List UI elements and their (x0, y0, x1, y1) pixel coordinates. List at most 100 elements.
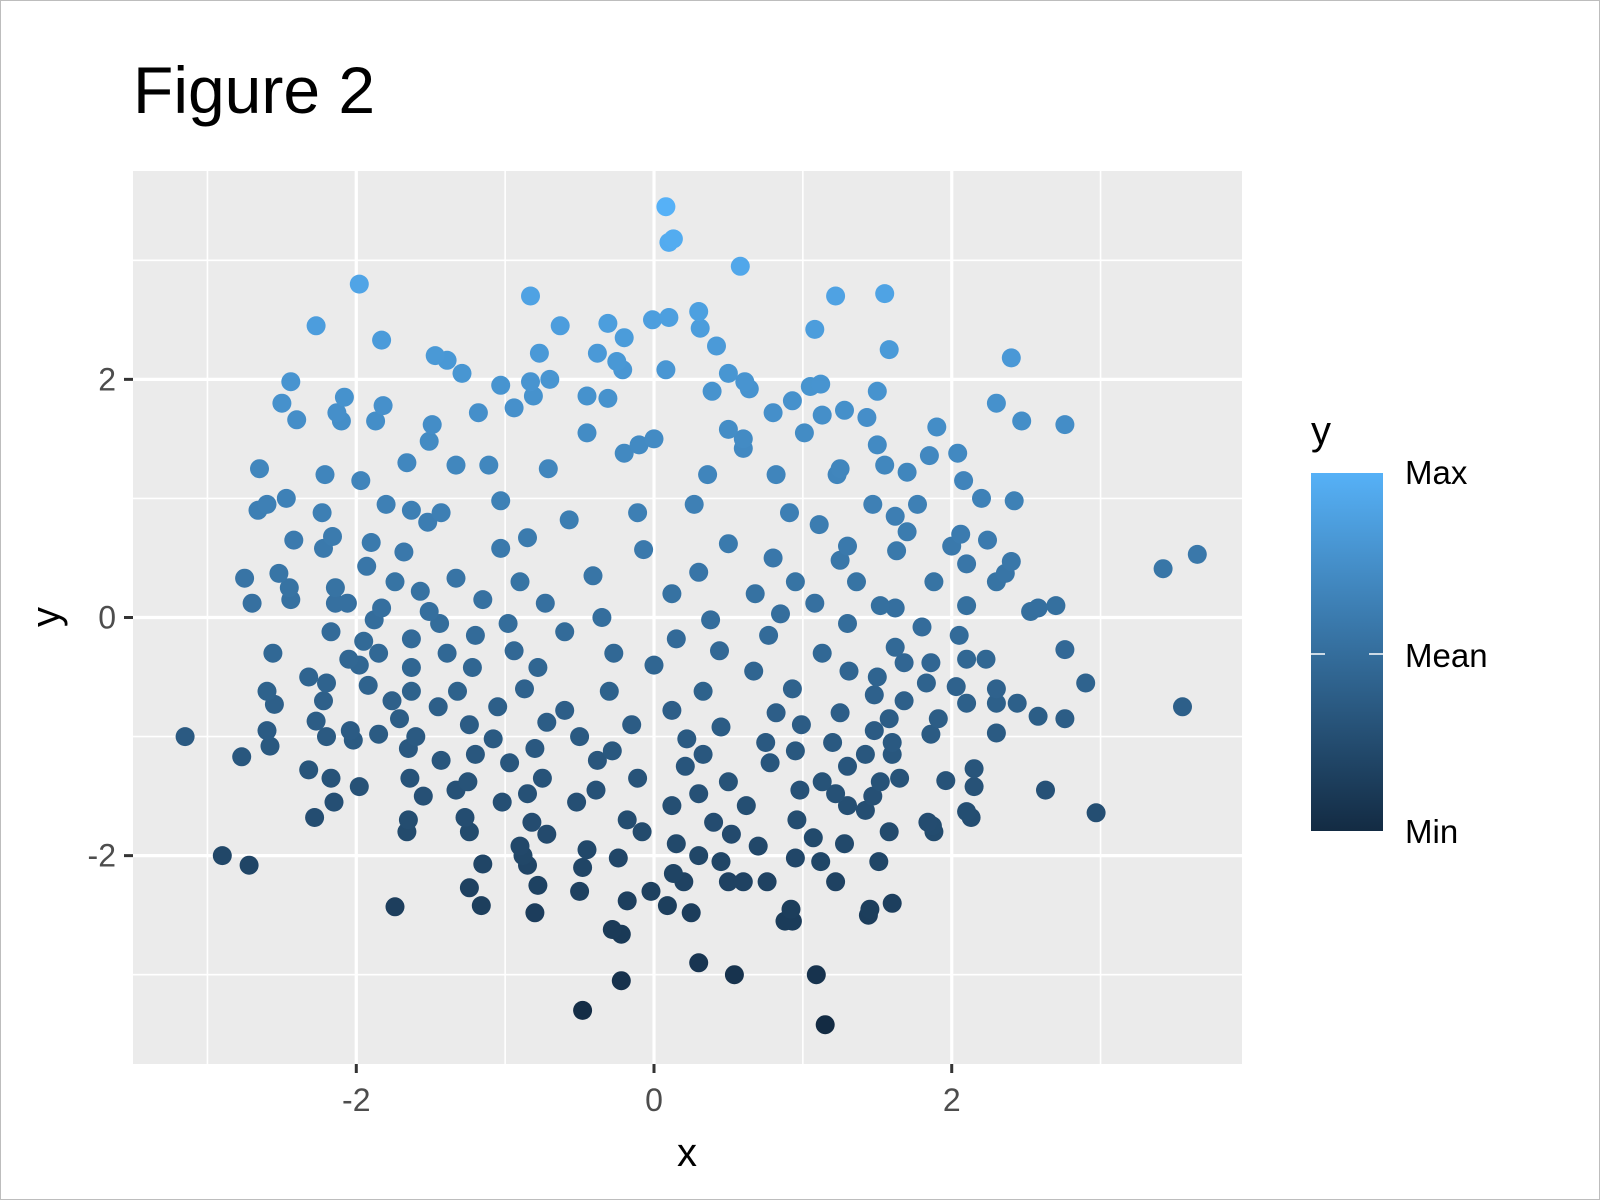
scatter-point (782, 679, 802, 699)
chart-title: Figure 2 (133, 53, 375, 127)
scatter-point (327, 403, 347, 423)
scatter-point (504, 398, 524, 418)
scatter-point (718, 772, 738, 792)
scatter-point (803, 828, 823, 848)
scatter-point (577, 840, 597, 860)
scatter-point (488, 697, 508, 717)
scatter-point (735, 372, 755, 392)
scatter-point (823, 733, 843, 752)
scatter-point (628, 503, 648, 523)
scatter-point (617, 810, 637, 830)
y-tick-label: 2 (98, 361, 116, 397)
scatter-point (459, 822, 479, 842)
scatter-point (730, 256, 750, 276)
y-tick-label: 0 (98, 600, 116, 636)
scatter-point (518, 784, 537, 804)
y-axis-ticks: -2 0 2 (88, 361, 133, 874)
scatter-point (948, 443, 968, 463)
scatter-point (757, 872, 777, 892)
scatter-point (986, 723, 1006, 743)
scatter-point (235, 568, 255, 588)
scatter-point (473, 590, 493, 610)
scatter-point (701, 610, 721, 630)
scatter-point (693, 744, 713, 764)
scatter-point (662, 796, 682, 816)
scatter-point (916, 673, 936, 693)
scatter-point (879, 709, 899, 729)
scatter-point (602, 741, 622, 761)
scatter-point (721, 824, 741, 844)
scatter-point (586, 780, 606, 800)
scatter-point (805, 319, 825, 339)
scatter-point (838, 614, 857, 633)
scatter-point (666, 834, 686, 854)
scatter-point (666, 629, 686, 649)
scatter-point (659, 308, 679, 327)
scatter-point (882, 893, 902, 913)
scatter-point (759, 625, 779, 645)
scatter-point (491, 538, 511, 558)
scatter-point (760, 753, 780, 773)
scatter-point (272, 393, 292, 413)
x-tick-label: 0 (645, 1082, 663, 1118)
scatter-point (954, 471, 974, 491)
scatter-point (978, 530, 997, 550)
scatter-point (780, 503, 799, 523)
legend-title: y (1311, 409, 1331, 453)
scatter-point (522, 812, 542, 832)
scatter-point (567, 792, 587, 812)
scatter-point (870, 772, 890, 792)
scatter-point (622, 715, 642, 735)
scatter-point (413, 786, 433, 806)
scatter-point (1187, 544, 1207, 564)
scatter-point (763, 548, 783, 568)
scatter-point (782, 391, 802, 411)
scatter-point (577, 386, 597, 406)
scatter-point (710, 641, 729, 661)
scatter-point (879, 822, 899, 842)
scatter-point (698, 465, 718, 485)
scatter-point (431, 750, 451, 770)
scatter-point (242, 593, 262, 613)
scatter-point (806, 965, 826, 985)
scatter-point (745, 584, 765, 604)
scatter-point (269, 563, 289, 583)
scatter-point (766, 703, 786, 723)
scatter-point (260, 736, 280, 756)
scatter-point (921, 724, 941, 744)
scatter-point (704, 812, 724, 832)
scatter-point (986, 693, 1006, 713)
x-axis-title: x (677, 1131, 697, 1175)
scatter-point (718, 363, 738, 383)
scatter-point (805, 593, 825, 613)
scatter-point (312, 503, 332, 523)
scatter-point (354, 631, 374, 651)
scatter-point (949, 625, 969, 645)
scatter-point (535, 593, 555, 613)
scatter-point (299, 667, 319, 687)
scatter-point (479, 455, 499, 475)
scatter-point (428, 697, 448, 717)
scatter-point (812, 405, 832, 425)
colorbar (1311, 473, 1383, 831)
scatter-point (785, 741, 805, 761)
scatter-point (401, 658, 421, 677)
scatter-point (611, 971, 631, 991)
scatter-point (711, 852, 731, 872)
scatter-point (885, 637, 905, 657)
scatter-point (529, 343, 549, 363)
scatter-point (928, 709, 948, 729)
scatter-point (875, 284, 895, 304)
scatter-point (284, 530, 304, 550)
legend-label-max: Max (1405, 454, 1468, 491)
scatter-point (573, 858, 593, 877)
scatter-point (419, 431, 439, 451)
scatter-point (492, 792, 512, 812)
scatter-point (724, 965, 744, 985)
scatter-point (1012, 411, 1032, 431)
scatter-point (809, 515, 829, 535)
scatter-point (369, 724, 389, 744)
scatter-point (897, 522, 917, 542)
scatter-point (401, 500, 421, 520)
scatter-point (257, 681, 277, 701)
